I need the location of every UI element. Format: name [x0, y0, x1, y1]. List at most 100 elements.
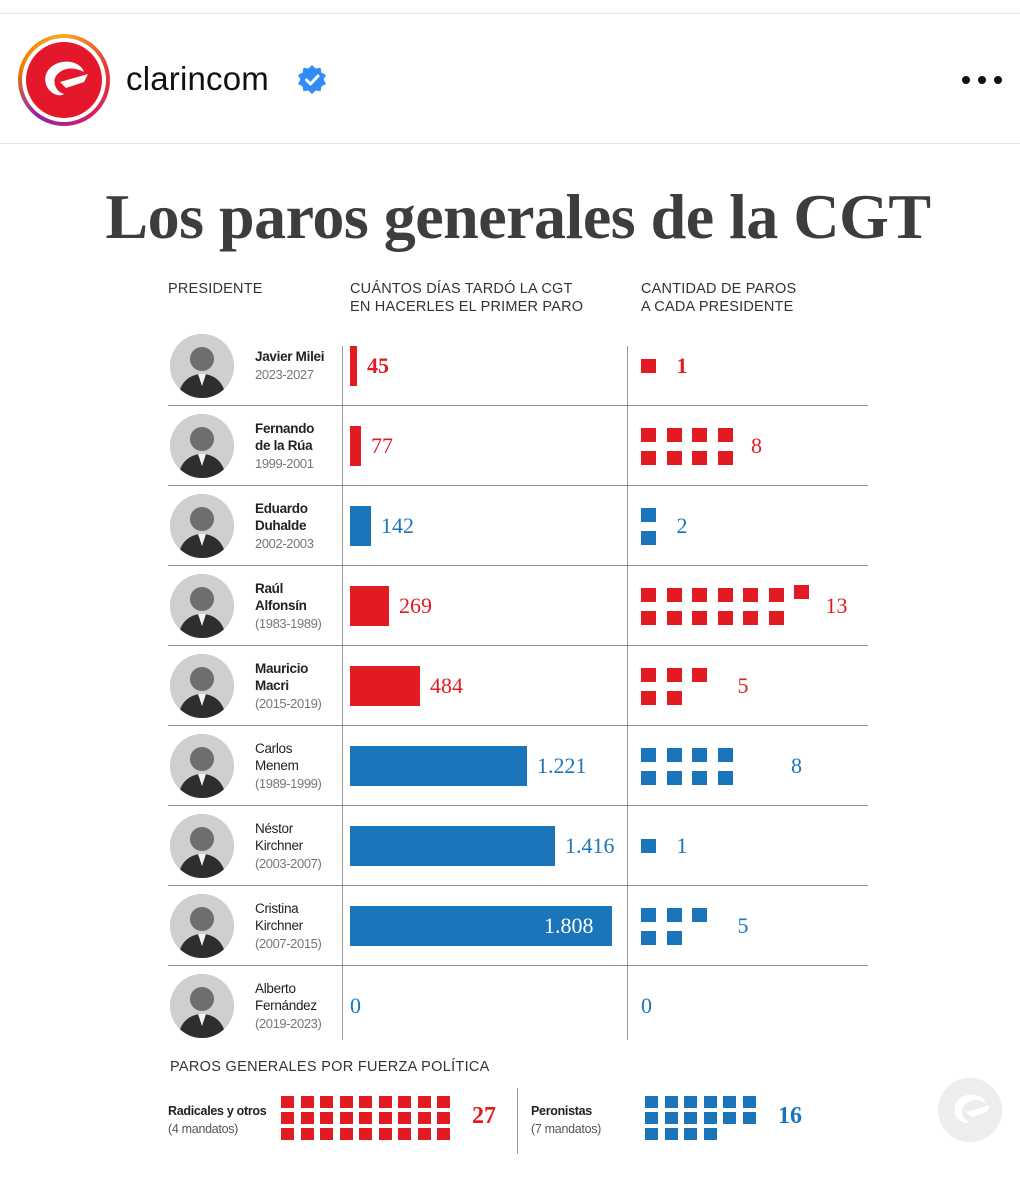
column-header-president: PRESIDENTE — [168, 281, 263, 297]
strike-square — [666, 450, 682, 465]
column-divider — [342, 346, 343, 1040]
more-options-icon[interactable] — [960, 74, 1004, 88]
force-strike-square — [723, 1096, 736, 1108]
strike-square — [717, 610, 733, 625]
strike-square — [717, 427, 733, 442]
strike-square — [692, 770, 707, 785]
force-strike-square — [359, 1112, 372, 1124]
force-strike-square — [300, 1096, 314, 1108]
strikes-value: 1 — [676, 833, 688, 858]
post-header: clarincom — [0, 14, 1020, 144]
force-label: Radicales y otros (4 mandatos) — [168, 1102, 267, 1138]
president-name: Eduardo Duhalde — [255, 500, 308, 535]
force-strike-square — [664, 1128, 678, 1140]
strikes-value: 5 — [737, 913, 749, 938]
strike-square — [717, 587, 733, 602]
president-name: Cristina Kirchner — [255, 900, 303, 935]
profile-avatar[interactable] — [18, 34, 110, 126]
strike-square — [641, 359, 656, 373]
force-strike-square — [645, 1096, 658, 1108]
force-strike-square — [417, 1112, 431, 1124]
strike-square — [641, 450, 656, 465]
strike-square — [641, 667, 656, 682]
president-name-line: Kirchner — [255, 838, 303, 853]
days-value: 1.416 — [565, 833, 615, 858]
force-strike-square — [742, 1112, 756, 1124]
days-bar — [350, 746, 527, 786]
verified-badge-icon — [298, 65, 326, 94]
column-header-days: CUÁNTOS DÍAS TARDÓ LA CGT EN HACERLES EL… — [350, 280, 583, 316]
president-term: 2023-2027 — [255, 366, 314, 382]
strike-square — [666, 747, 682, 762]
column-header-strikes-line2: A CADA PRESIDENTE — [641, 299, 794, 315]
strike-square — [717, 450, 733, 465]
days-bar — [350, 586, 389, 626]
strikes-value: 8 — [751, 433, 762, 458]
account-username[interactable]: clarincom — [126, 60, 270, 97]
force-strike-square — [281, 1112, 294, 1124]
president-name: Carlos Menem — [255, 740, 299, 775]
force-strike-square — [417, 1128, 431, 1140]
strike-square — [666, 667, 682, 682]
force-strike-square — [378, 1128, 392, 1140]
days-bar — [350, 826, 555, 866]
president-photo — [170, 414, 234, 478]
row-separator — [168, 725, 868, 726]
strike-square — [666, 690, 682, 705]
force-strike-square — [281, 1128, 294, 1140]
president-name: Néstor Kirchner — [255, 820, 303, 855]
force-strike-square — [398, 1128, 411, 1140]
force-strike-square — [300, 1112, 314, 1124]
force-strike-square — [359, 1128, 372, 1140]
strikes-value: 0 — [641, 993, 652, 1018]
strike-square — [641, 907, 656, 922]
president-photo — [170, 734, 234, 798]
president-name-line: Menem — [255, 758, 299, 773]
strike-square — [717, 770, 733, 785]
strikes-value: 13 — [825, 593, 848, 618]
column-divider — [627, 346, 628, 1040]
row-separator — [168, 885, 868, 886]
force-section-title: PAROS GENERALES POR FUERZA POLÍTICA — [170, 1059, 490, 1075]
row-separator — [168, 645, 868, 646]
president-photo — [170, 334, 234, 398]
president-name-line: Javier Milei — [255, 349, 325, 365]
strike-square — [641, 587, 656, 602]
days-value: 0 — [350, 993, 361, 1018]
force-strike-square — [645, 1128, 658, 1140]
president-name-line: Kirchner — [255, 918, 303, 933]
row-separator — [168, 405, 868, 406]
days-bar — [350, 506, 371, 546]
force-strike-square — [378, 1112, 392, 1124]
column-header-days-line1: CUÁNTOS DÍAS TARDÓ LA CGT — [350, 281, 573, 297]
strike-square — [641, 530, 656, 545]
strike-square — [692, 587, 707, 602]
force-strike-square — [645, 1112, 658, 1124]
president-name: Alberto Fernández — [255, 980, 317, 1015]
strike-square — [768, 587, 784, 602]
force-strike-square — [359, 1096, 372, 1108]
days-bar — [350, 346, 357, 386]
president-term: (2007-2015) — [255, 935, 322, 951]
strike-square — [692, 610, 707, 625]
force-strike-square — [723, 1112, 736, 1124]
president-name-line: Fernández — [255, 998, 317, 1013]
force-mandates: (7 mandatos) — [531, 1122, 602, 1136]
president-photo — [170, 814, 234, 878]
row-separator — [168, 565, 868, 566]
force-total: 27 — [472, 1103, 496, 1129]
president-name-line: Macri — [255, 678, 289, 693]
force-total: 16 — [778, 1103, 802, 1129]
force-strike-square — [339, 1128, 353, 1140]
force-strike-square — [320, 1096, 333, 1108]
force-strike-square — [684, 1096, 697, 1108]
row-separator — [168, 965, 868, 966]
president-name: Fernando de la Rúa — [255, 420, 314, 455]
president-photo — [170, 574, 234, 638]
days-value: 484 — [430, 673, 463, 698]
force-strike-square — [398, 1096, 411, 1108]
president-photo — [170, 974, 234, 1038]
strike-square — [666, 610, 682, 625]
column-header-strikes: CANTIDAD DE PAROS A CADA PRESIDENTE — [641, 280, 796, 316]
force-strike-square — [664, 1112, 678, 1124]
